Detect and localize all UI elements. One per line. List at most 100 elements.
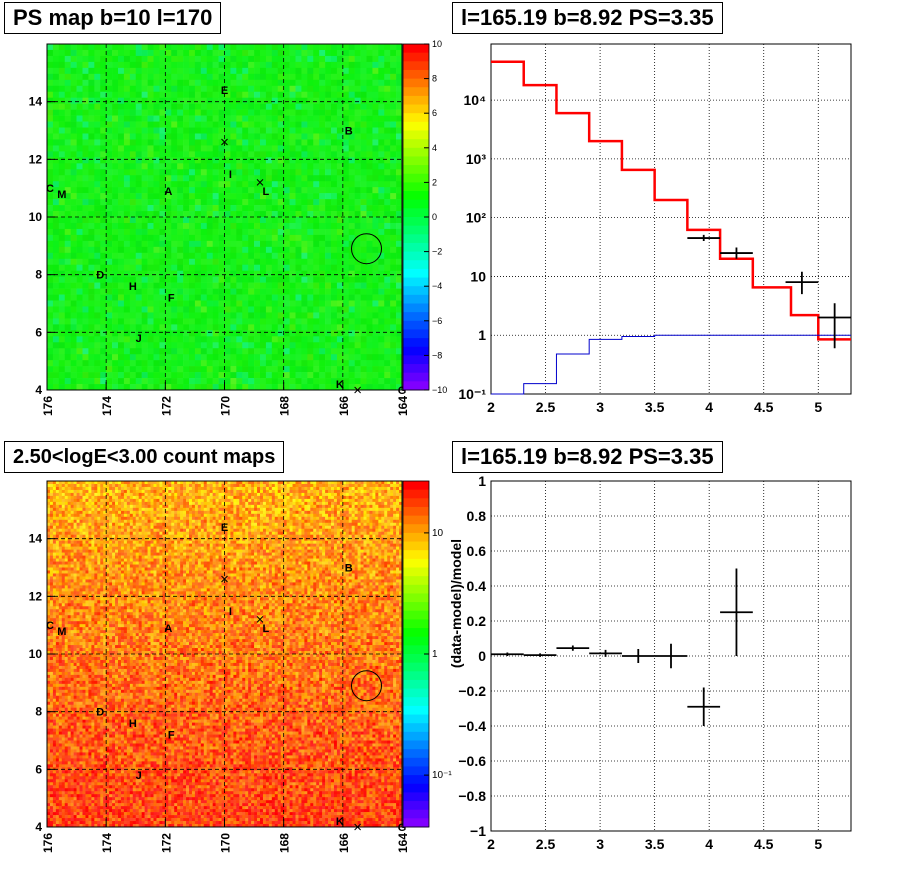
heatmap-cell [76,516,80,521]
heatmap-cell [64,282,71,289]
heatmap-cell [64,746,69,750]
heatmap-cell [70,659,74,664]
heatmap-cell [58,576,63,580]
heatmap-cell [58,731,63,735]
heatmap-cell [354,318,361,325]
heatmap-cell [301,384,308,391]
heatmap-cell [313,85,320,93]
heatmap-cell [129,228,137,236]
heatmap-cell [277,157,284,164]
heatmap-cell [177,294,184,301]
heatmap-cell [76,713,80,717]
heatmap-cell [230,103,237,110]
heatmap-cell [165,145,172,152]
heatmap-cell [271,49,279,57]
heatmap-cell [73,773,77,777]
heatmap-cell [319,193,326,200]
heatmap-cell [73,600,77,604]
heatmap-cell [159,234,166,242]
heatmap-cell [230,49,237,57]
heatmap-cell [271,139,279,146]
heatmap-cell [283,145,290,152]
heatmap-cell [52,489,57,494]
heatmap-cell [67,734,71,738]
heatmap-cell [248,187,255,194]
heatmap-cell [73,606,77,610]
heatmap-cell [248,175,255,182]
heatmap-cell [64,642,69,646]
heatmap-cell [360,67,367,75]
heatmap-cell [76,680,80,685]
heatmap-cell [58,698,63,703]
heatmap-cell [70,312,77,319]
heatmap-cell [82,324,89,331]
heatmap-cell [79,659,83,664]
heatmap-cell [55,674,60,679]
heatmap-cell [67,600,71,604]
heatmap-cell [67,656,71,661]
heatmap-cell [378,282,385,289]
heatmap-cell [61,606,66,610]
heatmap-cell [135,366,142,373]
heatmap-cell [354,372,361,379]
heatmap-cell [52,312,60,319]
heatmap-cell [67,764,71,768]
heatmap-cell [331,157,338,164]
heatmap-cell [64,594,69,598]
heatmap-cell [277,348,284,355]
heatmap-cell [366,264,373,271]
heatmap-cell [76,665,80,670]
heatmap-cell [283,193,290,200]
heatmap-cell [58,716,63,720]
heatmap-cell [230,378,237,385]
heatmap-cell [112,270,119,277]
heatmap-cell [354,163,361,170]
heatmap-cell [52,764,57,768]
heatmap-cell [396,175,403,182]
heatmap-cell [171,163,178,170]
heatmap-cell [194,240,202,248]
color-scale-band [403,242,429,253]
heatmap-cell [67,776,71,780]
heatmap-cell [390,342,397,349]
heatmap-cell [396,378,403,385]
heatmap-cell [396,181,403,188]
heatmap-cell [212,234,219,242]
heatmap-cell [366,205,373,212]
heatmap-cell [112,169,119,176]
heatmap-cell [378,61,385,69]
heatmap-cell [55,648,60,652]
heatmap-cell [307,169,314,176]
heatmap-cell [194,366,202,373]
heatmap-cell [123,336,131,343]
heatmap-cell [295,145,302,152]
heatmap-cell [319,73,326,81]
heatmap-cell [55,797,60,801]
heatmap-cell [189,342,196,349]
heatmap-cell [230,270,237,277]
heatmap-cell [277,127,284,134]
heatmap-cell [183,103,190,110]
heatmap-cell [153,306,160,313]
heatmap-cell [254,133,261,140]
heatmap-cell [159,366,166,373]
heatmap-cell [112,97,119,104]
heatmap-cell [118,276,125,283]
heatmap-cell [135,276,142,283]
heatmap-cell [230,85,237,93]
heatmap-cell [58,495,63,500]
heatmap-cell [236,282,243,289]
heatmap-cell [58,761,63,765]
heatmap-cell [52,234,60,242]
heatmap-cell [277,193,284,200]
color-scale-band [403,277,429,287]
heatmap-cell [177,270,184,277]
heatmap-cell [153,67,160,75]
heatmap-cell [49,791,54,795]
heatmap-cell [354,384,361,391]
heatmap-cell [372,91,379,98]
heatmap-cell [73,507,77,512]
heatmap-cell [165,378,172,385]
heatmap-cell [64,627,69,631]
heatmap-cell [242,228,249,236]
